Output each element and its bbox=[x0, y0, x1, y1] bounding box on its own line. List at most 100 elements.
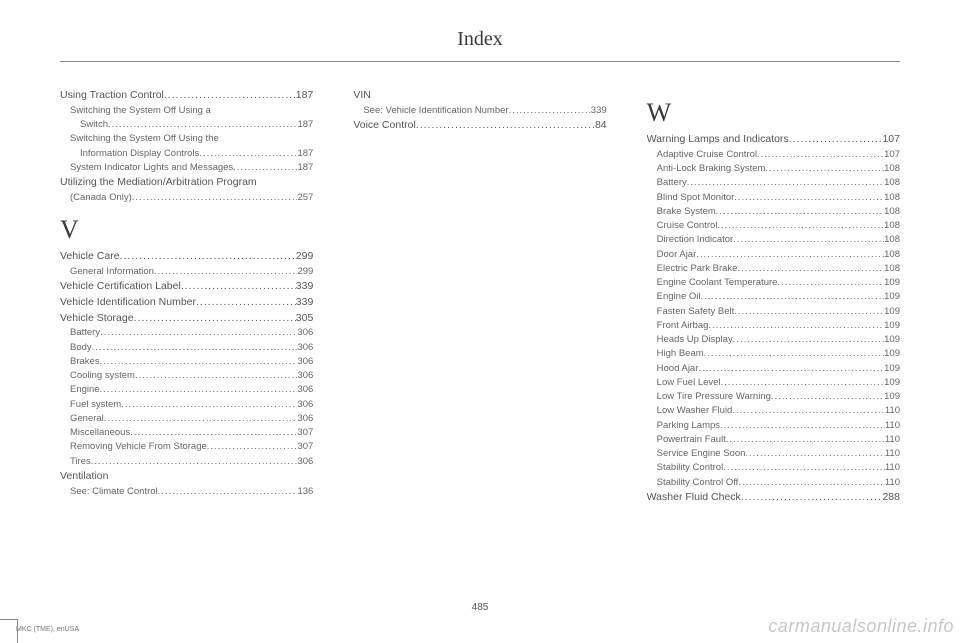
index-entry-label: Cooling system bbox=[70, 369, 135, 383]
index-entry: Electric Park Brake108 bbox=[647, 262, 900, 276]
index-entry: System Indicator Lights and Messages187 bbox=[60, 161, 313, 175]
section-letter: V bbox=[60, 215, 313, 245]
index-entry-label: Low Washer Fluid bbox=[657, 404, 733, 418]
index-entry: Using Traction Control 187 bbox=[60, 88, 313, 104]
index-entry: Heads Up Display109 bbox=[647, 333, 900, 347]
index-entry: Battery306 bbox=[60, 326, 313, 340]
leader-dots bbox=[121, 398, 297, 412]
index-entry-page: 108 bbox=[884, 233, 900, 247]
index-entry-page: 306 bbox=[297, 412, 313, 426]
index-column: Using Traction Control 187 Switching the S… bbox=[60, 88, 313, 506]
index-entry-label: Battery bbox=[70, 326, 100, 340]
leader-dots bbox=[698, 362, 884, 376]
index-entry: Front Airbag 109 bbox=[647, 319, 900, 333]
index-entry-label: Using Traction Control bbox=[60, 88, 164, 104]
index-entry-page: 187 bbox=[297, 161, 313, 175]
leader-dots bbox=[723, 461, 885, 475]
index-entry-label: General Information bbox=[70, 265, 154, 279]
index-entry-label: Miscellaneous bbox=[70, 426, 130, 440]
leader-dots bbox=[92, 341, 298, 355]
index-entry: Hood Ajar109 bbox=[647, 362, 900, 376]
index-entry-label: Vehicle Identification Number bbox=[60, 295, 196, 311]
index-entry-label: Adaptive Cruise Control bbox=[657, 148, 757, 162]
index-entry-label: See: Vehicle Identification Number bbox=[363, 104, 508, 118]
index-entry-page: 109 bbox=[884, 319, 900, 333]
index-entry-page: 299 bbox=[296, 249, 314, 265]
index-entry: Engine Oil109 bbox=[647, 290, 900, 304]
index-entry-page: 339 bbox=[296, 295, 314, 311]
index-column: VINSee: Vehicle Identification Number339… bbox=[353, 88, 606, 506]
index-entry-page: 109 bbox=[884, 305, 900, 319]
index-entry: Removing Vehicle From Storage307 bbox=[60, 440, 313, 454]
index-entry: Anti-Lock Braking System108 bbox=[647, 162, 900, 176]
index-entry-page: 306 bbox=[297, 369, 313, 383]
index-entry: Powertrain Fault 110 bbox=[647, 433, 900, 447]
index-entry-page: 109 bbox=[884, 362, 900, 376]
index-entry: High Beam109 bbox=[647, 347, 900, 361]
index-entry: Switching the System Off Using the bbox=[60, 132, 313, 146]
leader-dots bbox=[132, 191, 298, 205]
index-entry-page: 299 bbox=[297, 265, 313, 279]
index-entry: Brakes306 bbox=[60, 355, 313, 369]
index-entry-page: 84 bbox=[595, 118, 607, 134]
leader-dots bbox=[130, 426, 297, 440]
leader-dots bbox=[158, 485, 298, 499]
index-entry-label: Powertrain Fault bbox=[657, 433, 726, 447]
leader-dots bbox=[720, 419, 885, 433]
index-entry-page: 108 bbox=[884, 191, 900, 205]
index-entry-page: 107 bbox=[882, 132, 900, 148]
index-entry: Tires306 bbox=[60, 455, 313, 469]
index-entry-label: (Canada Only) bbox=[70, 191, 132, 205]
index-entry-page: 110 bbox=[885, 447, 900, 461]
leader-dots bbox=[134, 311, 296, 327]
index-entry: Blind Spot Monitor 108 bbox=[647, 191, 900, 205]
leader-dots bbox=[704, 347, 884, 361]
index-entry: Brake System 108 bbox=[647, 205, 900, 219]
index-entry-label: Brake System bbox=[657, 205, 716, 219]
index-entry-label: Ventilation bbox=[60, 469, 108, 485]
index-entry: Direction Indicator108 bbox=[647, 233, 900, 247]
index-entry-page: 110 bbox=[885, 419, 900, 433]
leader-dots bbox=[721, 376, 885, 390]
index-entry-page: 257 bbox=[297, 191, 313, 205]
leader-dots bbox=[100, 326, 297, 340]
index-entry-page: 306 bbox=[297, 341, 313, 355]
index-entry-page: 109 bbox=[884, 276, 900, 290]
index-entry-page: 110 bbox=[885, 461, 900, 475]
index-entry-page: 108 bbox=[884, 205, 900, 219]
index-entry: Battery108 bbox=[647, 176, 900, 190]
index-entry-page: 108 bbox=[884, 219, 900, 233]
index-entry: General306 bbox=[60, 412, 313, 426]
index-entry-label: Fuel system bbox=[70, 398, 121, 412]
leader-dots bbox=[91, 455, 298, 469]
index-entry: Low Tire Pressure Warning109 bbox=[647, 390, 900, 404]
index-entry-label: Voice Control bbox=[353, 118, 415, 134]
index-entry-label: Vehicle Care bbox=[60, 249, 120, 265]
index-entry-page: 187 bbox=[296, 88, 314, 104]
index-entry-page: 306 bbox=[297, 455, 313, 469]
index-entry: Ventilation bbox=[60, 469, 313, 485]
leader-dots bbox=[135, 369, 298, 383]
index-entry: Service Engine Soon110 bbox=[647, 447, 900, 461]
leader-dots bbox=[789, 132, 883, 148]
index-entry-label: Engine bbox=[70, 383, 100, 397]
index-entry-page: 107 bbox=[884, 148, 900, 162]
index-entry: General Information 299 bbox=[60, 265, 313, 279]
index-entry-label: Removing Vehicle From Storage bbox=[70, 440, 207, 454]
index-entry-label: Brakes bbox=[70, 355, 100, 369]
index-entry-page: 307 bbox=[297, 426, 313, 440]
index-entry-label: Blind Spot Monitor bbox=[657, 191, 735, 205]
index-entry-page: 339 bbox=[591, 104, 607, 118]
index-entry-page: 109 bbox=[884, 347, 900, 361]
index-entry: Fasten Safety Belt109 bbox=[647, 305, 900, 319]
index-entry: Voice Control 84 bbox=[353, 118, 606, 134]
index-entry-page: 110 bbox=[885, 433, 900, 447]
index-entry-page: 136 bbox=[297, 485, 313, 499]
leader-dots bbox=[696, 248, 884, 262]
index-entry-page: 109 bbox=[884, 290, 900, 304]
index-entry: Engine Coolant Temperature109 bbox=[647, 276, 900, 290]
page-corner-mark bbox=[0, 619, 18, 643]
index-entry-label: Front Airbag bbox=[657, 319, 709, 333]
index-entry-page: 110 bbox=[885, 476, 900, 490]
footer-model-code: MKC (TME), enUSA bbox=[16, 626, 79, 633]
